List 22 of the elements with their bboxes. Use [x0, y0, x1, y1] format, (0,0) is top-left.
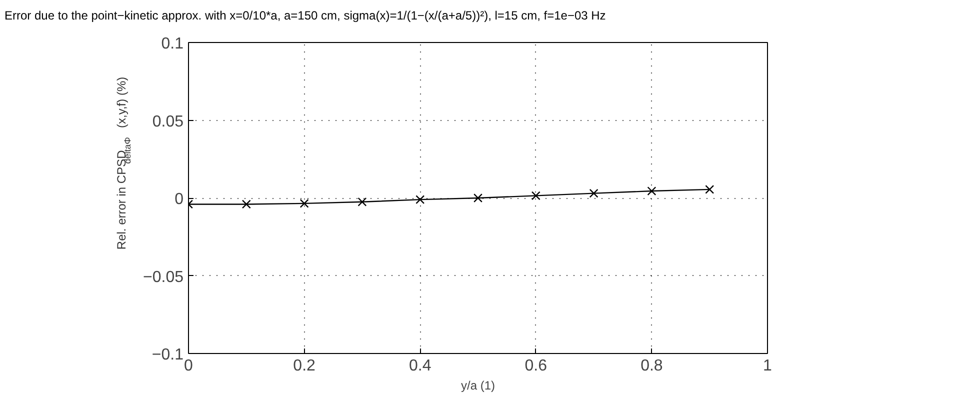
chart-title: Error due to the point−kinetic approx. with x=0/10*a, a=150 cm, sigma(x)=1/(1−(x/(a+a/5))²), l=15 cm, f=1e−03 Hz [4, 8, 606, 22]
x-tick-label: 0.4 [408, 358, 432, 374]
x-tick-label: 0.6 [524, 358, 548, 374]
point [358, 197, 367, 206]
y-tick-label: −0.1 [152, 346, 184, 364]
x-tick-label: 0.2 [293, 358, 316, 374]
y-tick-label: 0.1 [161, 36, 184, 52]
point [589, 188, 598, 198]
point [705, 184, 714, 194]
x-tick-label: 1 [763, 358, 772, 374]
x-axis-title: y/a (1) [460, 378, 496, 392]
point [647, 186, 656, 196]
point [531, 191, 540, 200]
y-tick-label: −0.05 [143, 268, 184, 286]
point [474, 194, 482, 202]
y-axis-title: Rel. error in CPSDdeltaΦ(x,y,f) (%) [114, 76, 132, 250]
y-tick-label: 0 [174, 191, 184, 208]
point [300, 198, 309, 208]
y-tick-label: 0.05 [152, 113, 184, 130]
point [416, 195, 425, 204]
point [242, 200, 251, 209]
x-tick-label: 0.8 [640, 358, 663, 374]
